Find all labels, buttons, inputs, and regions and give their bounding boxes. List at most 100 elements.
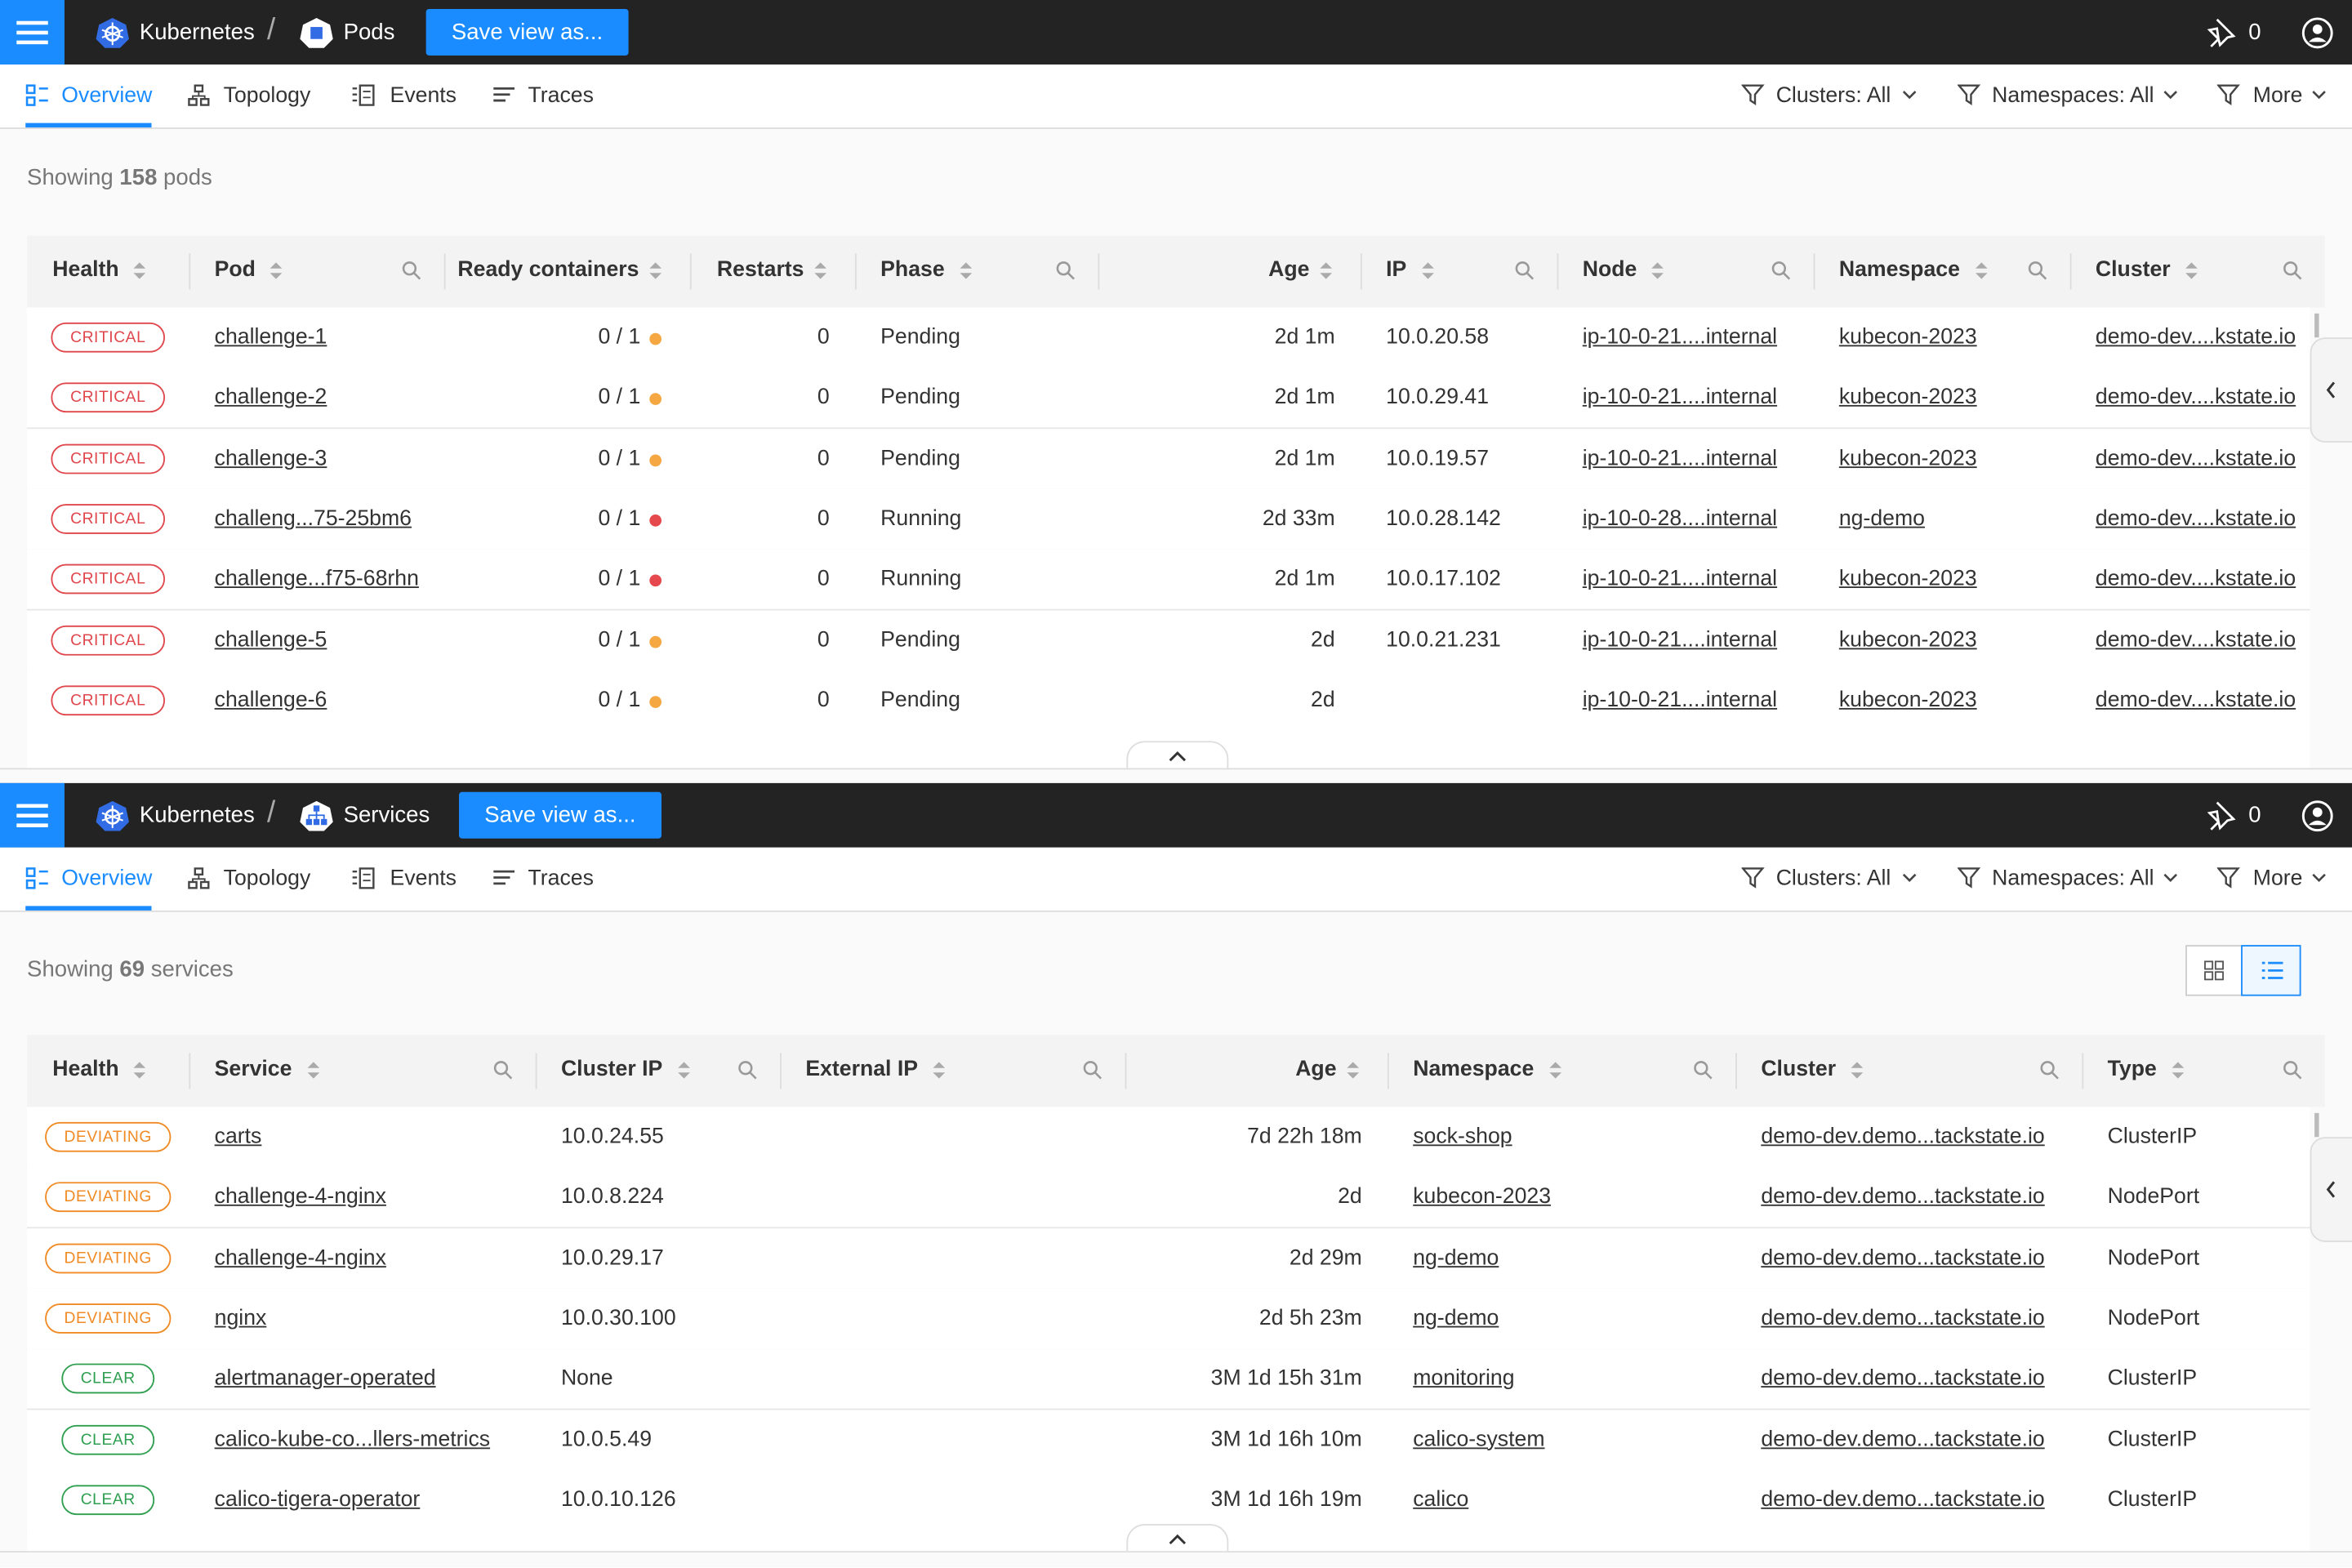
filter-dropdown[interactable]: More	[2252, 866, 2303, 892]
cell-link[interactable]: kubecon-2023	[1838, 688, 1977, 713]
tab[interactable]: Overview	[61, 866, 153, 892]
cell-link[interactable]: demo-dev....kstate.io	[2095, 325, 2296, 350]
list-view-button[interactable]	[2241, 945, 2301, 996]
cell-link[interactable]: calico	[1413, 1487, 1469, 1512]
cell-link[interactable]: demo-dev.demo...tackstate.io	[1761, 1306, 2045, 1330]
cell-link[interactable]: ip-10-0-21....internal	[1582, 627, 1778, 653]
column-header[interactable]: Restarts	[716, 257, 804, 283]
menu-button[interactable]	[0, 0, 65, 65]
save-view-button[interactable]: Save view as...	[459, 791, 662, 839]
column-header[interactable]: Cluster	[2095, 257, 2171, 283]
cell-link[interactable]: demo-dev.demo...tackstate.io	[1761, 1185, 2045, 1209]
column-header[interactable]: Service	[214, 1057, 292, 1082]
column-header[interactable]: Ready containers	[457, 257, 639, 283]
cell-link[interactable]: kubecon-2023	[1838, 385, 1977, 410]
cell-link[interactable]: ng-demo	[1838, 506, 1925, 532]
health-badge: CLEAR	[60, 1484, 155, 1515]
filter-dropdown[interactable]: Clusters: All	[1775, 83, 1891, 109]
tab[interactable]: Traces	[528, 83, 594, 109]
cell-link[interactable]: ip-10-0-28....internal	[1582, 506, 1778, 532]
cell-link[interactable]: kubecon-2023	[1838, 325, 1977, 350]
cell-link[interactable]: nginx	[214, 1306, 267, 1330]
cell-link[interactable]: ng-demo	[1413, 1306, 1499, 1330]
column-header[interactable]: Namespace	[1838, 257, 1960, 283]
filter-dropdown[interactable]: Clusters: All	[1775, 866, 1891, 892]
side-panel-toggle[interactable]	[2310, 337, 2352, 443]
tab[interactable]: Events	[390, 83, 457, 109]
cell-link[interactable]: demo-dev.demo...tackstate.io	[1761, 1427, 2045, 1452]
filter-dropdown[interactable]: Namespaces: All	[1992, 866, 2154, 892]
tab[interactable]: Events	[390, 866, 457, 892]
cell-link[interactable]: kubecon-2023	[1838, 446, 1977, 470]
filter-icon	[1741, 867, 1765, 889]
column-search	[493, 1061, 513, 1080]
side-panel-toggle[interactable]	[2310, 1137, 2352, 1242]
column-header[interactable]: Cluster IP	[560, 1057, 663, 1082]
column-header[interactable]: Cluster	[1761, 1057, 1837, 1082]
cell-link[interactable]: challenge...f75-68rhn	[214, 567, 419, 592]
table-row: CLEAR alertmanager-operated None 3M 1d 15h …	[27, 1348, 2310, 1410]
cell-link[interactable]: calico-tigera-operator	[214, 1487, 421, 1512]
filter-dropdown[interactable]: More	[2252, 83, 2303, 109]
tab[interactable]: Topology	[223, 866, 311, 892]
cell-link[interactable]: challenge-5	[214, 627, 327, 653]
cell-link[interactable]: calico-kube-co...llers-metrics	[214, 1427, 491, 1452]
cell-link[interactable]: challeng...75-25bm6	[214, 506, 412, 532]
cell-link[interactable]: challenge-4-nginx	[214, 1245, 386, 1270]
cell-link[interactable]: challenge-2	[214, 385, 327, 410]
cell-link[interactable]: demo-dev....kstate.io	[2095, 688, 2296, 713]
cell-link[interactable]: alertmanager-operated	[214, 1366, 436, 1391]
cell-link[interactable]: demo-dev.demo...tackstate.io	[1761, 1366, 2045, 1391]
cell: Pending	[880, 446, 960, 470]
breadcrumb-root[interactable]: Kubernetes	[139, 802, 255, 828]
column-header[interactable]: Health	[52, 1057, 119, 1082]
save-view-button[interactable]: Save view as...	[425, 9, 629, 56]
breadcrumb-root[interactable]: Kubernetes	[139, 19, 255, 46]
cell-link[interactable]: demo-dev....kstate.io	[2095, 385, 2296, 410]
column-header[interactable]: Pod	[214, 257, 256, 283]
cell-link[interactable]: ip-10-0-21....internal	[1582, 567, 1778, 592]
cell-link[interactable]: carts	[214, 1125, 262, 1149]
column-header[interactable]: Age	[1295, 1057, 1337, 1082]
cell-link[interactable]: kubecon-2023	[1838, 627, 1977, 653]
ready-status-dot	[649, 453, 662, 466]
table-row: CLEAR calico-kube-co...llers-metrics 10.0.…	[27, 1409, 2310, 1471]
cell-link[interactable]: kubecon-2023	[1413, 1185, 1552, 1209]
cell-link[interactable]: ng-demo	[1413, 1245, 1499, 1270]
cell-link[interactable]: kubecon-2023	[1838, 567, 1977, 592]
filter-dropdown[interactable]: Namespaces: All	[1992, 83, 2154, 109]
tab[interactable]: Topology	[223, 83, 311, 109]
cell-link[interactable]: demo-dev....kstate.io	[2095, 627, 2296, 653]
menu-button[interactable]	[0, 782, 65, 848]
cell-link[interactable]: demo-dev....kstate.io	[2095, 567, 2296, 592]
column-header[interactable]: External IP	[805, 1057, 918, 1082]
column-header[interactable]: IP	[1386, 257, 1407, 283]
cell-link[interactable]: demo-dev....kstate.io	[2095, 446, 2296, 470]
expand-handle[interactable]	[1126, 741, 1229, 768]
tab[interactable]: Traces	[528, 866, 594, 892]
column-header[interactable]: Namespace	[1413, 1057, 1535, 1082]
column-header[interactable]: Health	[52, 257, 119, 283]
column-header[interactable]: Phase	[880, 257, 945, 283]
column-header[interactable]: Type	[2107, 1057, 2157, 1082]
cell-link[interactable]: sock-shop	[1413, 1125, 1512, 1149]
cell-link[interactable]: ip-10-0-21....internal	[1582, 688, 1778, 713]
cell-link[interactable]: ip-10-0-21....internal	[1582, 385, 1778, 410]
expand-handle[interactable]	[1126, 1524, 1229, 1552]
cell-link[interactable]: calico-system	[1413, 1427, 1545, 1452]
cell-link[interactable]: challenge-6	[214, 688, 327, 713]
cell-link[interactable]: ip-10-0-21....internal	[1582, 446, 1778, 470]
cell-link[interactable]: demo-dev.demo...tackstate.io	[1761, 1487, 2045, 1512]
cell-link[interactable]: demo-dev.demo...tackstate.io	[1761, 1125, 2045, 1149]
cell-link[interactable]: challenge-3	[214, 446, 327, 470]
cell-link[interactable]: challenge-4-nginx	[214, 1185, 386, 1209]
cell-link[interactable]: challenge-1	[214, 325, 327, 350]
column-header[interactable]: Age	[1268, 257, 1310, 283]
column-header[interactable]: Node	[1582, 257, 1637, 283]
cell-link[interactable]: demo-dev.demo...tackstate.io	[1761, 1245, 2045, 1270]
breadcrumb-current: Services	[343, 802, 430, 828]
cell-link[interactable]: ip-10-0-21....internal	[1582, 325, 1778, 350]
cell-link[interactable]: demo-dev....kstate.io	[2095, 506, 2296, 532]
tab[interactable]: Overview	[61, 83, 153, 109]
cell-link[interactable]: monitoring	[1413, 1366, 1515, 1391]
